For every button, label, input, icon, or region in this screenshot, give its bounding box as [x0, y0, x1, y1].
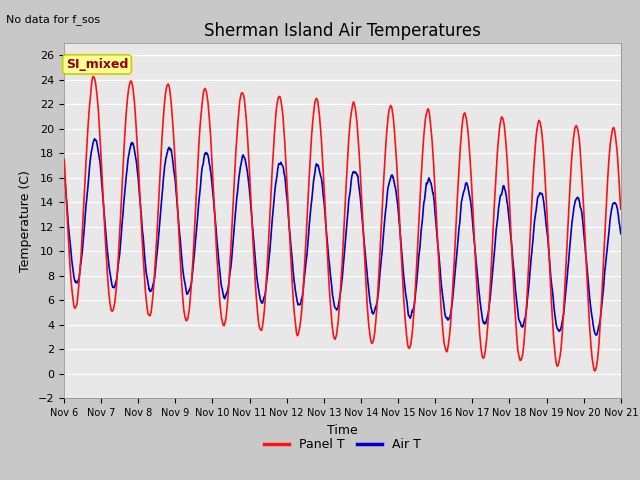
Text: No data for f_sos: No data for f_sos: [6, 14, 100, 25]
Title: Sherman Island Air Temperatures: Sherman Island Air Temperatures: [204, 22, 481, 40]
X-axis label: Time: Time: [327, 424, 358, 437]
Y-axis label: Temperature (C): Temperature (C): [19, 170, 32, 272]
Text: SI_mixed: SI_mixed: [66, 58, 128, 71]
Legend: Panel T, Air T: Panel T, Air T: [259, 433, 426, 456]
